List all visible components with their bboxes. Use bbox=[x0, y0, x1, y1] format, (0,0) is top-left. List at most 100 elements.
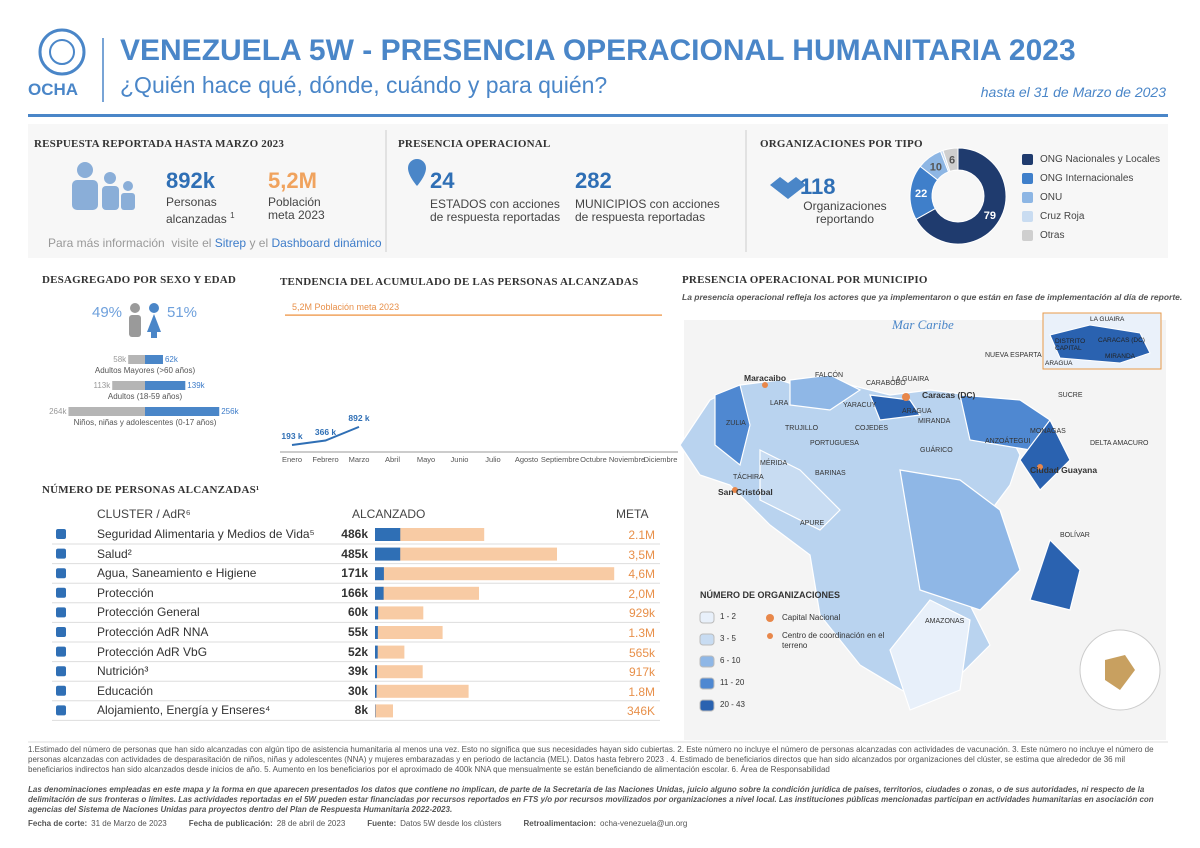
age-value: 58k bbox=[113, 355, 127, 364]
map-label: GUÁRICO bbox=[920, 447, 953, 454]
cluster-name: Protección AdR VbG bbox=[97, 644, 208, 659]
target-bar bbox=[375, 645, 405, 659]
age-value: 256k bbox=[221, 407, 239, 416]
map-label: BOLÍVAR bbox=[1060, 532, 1090, 539]
section-heading: NÚMERO DE PERSONAS ALCANZADAS¹ bbox=[42, 484, 260, 496]
month-label: Enero bbox=[281, 455, 303, 464]
icon bbox=[56, 666, 66, 677]
reached-bar bbox=[375, 626, 378, 639]
icon bbox=[56, 568, 66, 579]
age-bar bbox=[145, 407, 220, 416]
target-label: 3,5M bbox=[628, 547, 655, 562]
legend-swatch bbox=[699, 677, 715, 690]
icon bbox=[56, 587, 66, 598]
section-heading: PRESENCIA OPERACIONAL bbox=[398, 138, 551, 150]
target-label: 5,2M Población meta 2023 bbox=[292, 302, 400, 313]
dashboard-link[interactable]: Dashboard dinámico bbox=[271, 236, 382, 250]
legend-bin: 6 - 10 bbox=[720, 656, 741, 665]
people-icon bbox=[72, 162, 135, 210]
footer-value: ocha-venezuela@un.org bbox=[600, 819, 688, 828]
donut-label: 6 bbox=[949, 154, 955, 166]
reached-label: 485k bbox=[341, 546, 368, 561]
un-logo-inner bbox=[49, 39, 75, 65]
column-header: ALCANZADO bbox=[352, 507, 426, 521]
reached-label: Personas alcanzadas 1 bbox=[166, 196, 241, 226]
footer-value: 31 de Marzo de 2023 bbox=[91, 819, 167, 828]
target-bar bbox=[375, 547, 557, 561]
sitrep-link[interactable]: Sitrep bbox=[214, 236, 247, 250]
target-label: 1.3M bbox=[628, 626, 655, 640]
age-group: Adultos (18-59 años) bbox=[107, 392, 183, 401]
map-label: ZULIA bbox=[726, 420, 746, 427]
reached-bar bbox=[375, 567, 384, 581]
donut-slice bbox=[942, 147, 959, 172]
month-label: Julio bbox=[485, 455, 501, 464]
legend-label: ONU bbox=[1040, 192, 1063, 203]
municipios-label: MUNICIPIOS con acciones de respuesta rep… bbox=[575, 197, 720, 224]
inset-shape bbox=[1049, 324, 1151, 364]
org-total: 118 bbox=[800, 174, 836, 199]
month-label: Mayo bbox=[416, 455, 436, 464]
reached-label: 8k bbox=[354, 703, 368, 718]
icon bbox=[56, 529, 66, 539]
un-logo bbox=[38, 28, 86, 76]
target-label: 2,0M bbox=[628, 586, 655, 601]
note-ref: 1 bbox=[230, 211, 235, 220]
legend-capital-symbol bbox=[766, 614, 774, 622]
states-value: 24 bbox=[430, 168, 455, 193]
legend-swatch bbox=[1022, 154, 1033, 165]
age-group: Niños, niñas y adolescentes (0-17 años) bbox=[73, 418, 217, 427]
map-label: FALCÓN bbox=[815, 372, 844, 379]
cluster-name: Protección General bbox=[97, 605, 200, 620]
month-label: Febrero bbox=[312, 455, 339, 464]
target-label: 2.1M bbox=[628, 528, 655, 542]
cluster-name: Protección AdR NNA bbox=[97, 625, 209, 639]
month-label: Marzo bbox=[348, 455, 370, 464]
age-value: 264k bbox=[49, 407, 67, 416]
reached-bar bbox=[375, 528, 401, 541]
cluster-name: Alojamiento, Energía y Enseres⁴ bbox=[97, 703, 271, 718]
legend-label: Cruz Roja bbox=[1040, 211, 1085, 222]
map-label: Maracaibo bbox=[744, 373, 787, 383]
map-label: LARA bbox=[770, 400, 789, 407]
disclaimer: Las denominaciones empleadas en este map… bbox=[28, 785, 1154, 814]
map-label: ARAGUA bbox=[902, 408, 932, 415]
target-value: 5,2M bbox=[268, 168, 317, 193]
footer-label: Fecha de corte: bbox=[28, 819, 88, 828]
target-label: 565k bbox=[628, 645, 655, 660]
target-bar bbox=[375, 606, 424, 620]
sea-label: Mar Caribe bbox=[892, 317, 954, 332]
map-label: PORTUGUESA bbox=[810, 440, 859, 447]
header-rule bbox=[28, 114, 1168, 117]
age-group: Adultos Mayores (>60 años) bbox=[94, 366, 196, 375]
target-bar bbox=[375, 704, 393, 718]
legend-swatch bbox=[699, 655, 715, 668]
target-label: 929k bbox=[628, 606, 655, 621]
cluster-name: Seguridad Alimentaria y Medios de Vida⁵ bbox=[97, 527, 315, 541]
reached-bar bbox=[375, 645, 378, 659]
target-label: Población meta 2023 bbox=[268, 195, 325, 222]
map-shape bbox=[679, 374, 1081, 711]
map-label: BARINAS bbox=[815, 470, 846, 477]
org-total-label: Organizaciones reportando bbox=[803, 199, 887, 226]
map-label: TÁCHIRA bbox=[733, 474, 764, 481]
reached-label: 166k bbox=[341, 585, 368, 600]
trend-value: 366 k bbox=[314, 426, 337, 437]
age-bar bbox=[112, 381, 145, 390]
map-label: Caracas (DC) bbox=[922, 390, 976, 400]
municipios-value: 282 bbox=[575, 168, 612, 193]
reached-bar bbox=[375, 606, 379, 620]
map-label: TRUJILLO bbox=[785, 425, 819, 432]
reached-label: 39k bbox=[347, 664, 368, 679]
inset-label: LA GUAIRA bbox=[1090, 316, 1125, 323]
map-label: NUEVA ESPARTA bbox=[985, 352, 1042, 359]
footer-label: Fuente: bbox=[367, 819, 397, 828]
target-label: 4,6M bbox=[628, 567, 655, 582]
icon bbox=[56, 548, 66, 559]
legend-swatch bbox=[699, 611, 715, 624]
age-bar bbox=[68, 407, 145, 416]
section-heading: DESAGREGADO POR SEXO Y EDAD bbox=[42, 274, 237, 286]
legend-swatch bbox=[1022, 192, 1033, 203]
legend-swatch bbox=[1022, 211, 1033, 222]
